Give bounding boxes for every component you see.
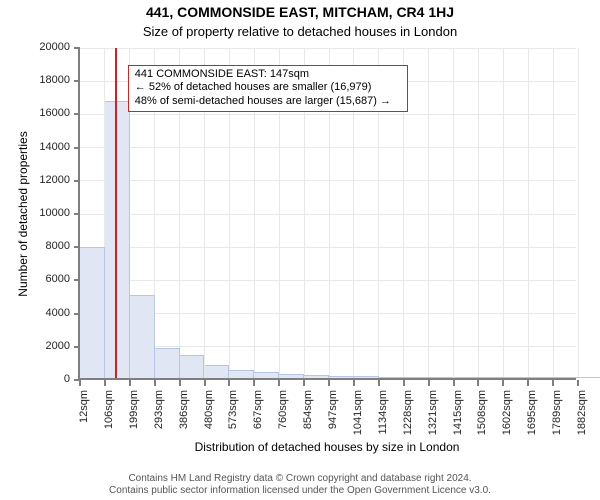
attribution-line: Contains public sector information licen… (0, 485, 600, 497)
x-tick-label: 947sqm (327, 390, 339, 440)
x-tick-label: 1415sqm (452, 390, 464, 440)
y-tick-label: 8000 (20, 240, 70, 252)
x-tick (154, 380, 156, 386)
histogram-bar (180, 355, 205, 378)
reference-line (115, 48, 117, 378)
x-tick-label: 386sqm (178, 390, 190, 440)
x-tick-label: 293sqm (153, 390, 165, 440)
x-tick-label: 480sqm (203, 390, 215, 440)
y-tick-label: 0 (20, 373, 70, 385)
y-tick-label: 16000 (20, 107, 70, 119)
chart-container: { "title": "441, COMMONSIDE EAST, MITCHA… (0, 0, 600, 500)
x-tick-label: 1602sqm (501, 390, 513, 440)
annotation-box: 441 COMMONSIDE EAST: 147sqm← 52% of deta… (128, 65, 408, 112)
y-tick (74, 213, 80, 215)
histogram-bar (528, 377, 553, 378)
histogram-bar (454, 377, 479, 378)
histogram-bar (404, 377, 429, 378)
y-tick (74, 180, 80, 182)
gridline-vertical (528, 48, 529, 378)
x-tick-label: 760sqm (277, 390, 289, 440)
x-tick (328, 380, 330, 386)
y-tick (74, 113, 80, 115)
x-tick (79, 380, 81, 386)
x-tick-label: 1321sqm (427, 390, 439, 440)
x-tick-label: 12sqm (78, 390, 90, 440)
y-tick-label: 14000 (20, 141, 70, 153)
histogram-bar (553, 377, 578, 378)
y-tick (74, 47, 80, 49)
gridline-vertical (478, 48, 479, 378)
annotation-line: 48% of semi-detached houses are larger (… (135, 95, 401, 109)
x-tick (527, 380, 529, 386)
x-tick (278, 380, 280, 386)
histogram-bar (80, 247, 105, 378)
histogram-bar (354, 376, 379, 378)
histogram-bar (254, 372, 279, 378)
x-tick-label: 199sqm (128, 390, 140, 440)
y-tick-label: 10000 (20, 207, 70, 219)
x-tick-label: 1228sqm (402, 390, 414, 440)
histogram-bar (578, 377, 600, 378)
x-tick (253, 380, 255, 386)
histogram-bar (329, 376, 354, 378)
histogram-bar (503, 377, 528, 378)
annotation-line: ← 52% of detached houses are smaller (16… (135, 81, 401, 95)
x-tick (129, 380, 131, 386)
x-tick-label: 1134sqm (377, 390, 389, 440)
x-tick-label: 1041sqm (352, 390, 364, 440)
chart-subtitle: Size of property relative to detached ho… (0, 24, 600, 39)
x-tick (104, 380, 106, 386)
y-tick-label: 18000 (20, 74, 70, 86)
x-tick-label: 1508sqm (476, 390, 488, 440)
x-tick (477, 380, 479, 386)
x-tick (228, 380, 230, 386)
gridline-vertical (553, 48, 554, 378)
x-tick-label: 573sqm (227, 390, 239, 440)
x-tick (428, 380, 430, 386)
y-tick (74, 147, 80, 149)
x-tick (552, 380, 554, 386)
y-tick-label: 2000 (20, 340, 70, 352)
gridline-vertical (578, 48, 579, 378)
histogram-bar (130, 295, 155, 378)
gridline-vertical (428, 48, 429, 378)
x-tick-label: 106sqm (103, 390, 115, 440)
histogram-bar (105, 101, 130, 378)
x-tick (577, 380, 579, 386)
y-tick (74, 80, 80, 82)
histogram-bar (429, 377, 454, 378)
y-tick-label: 4000 (20, 307, 70, 319)
histogram-bar (229, 370, 254, 378)
histogram-bar (205, 365, 230, 378)
attribution-text: Contains HM Land Registry data © Crown c… (0, 473, 600, 496)
y-tick-label: 20000 (20, 41, 70, 53)
x-tick-label: 1789sqm (551, 390, 563, 440)
x-tick-label: 1882sqm (576, 390, 588, 440)
x-tick (303, 380, 305, 386)
histogram-bar (304, 375, 329, 378)
x-tick (453, 380, 455, 386)
histogram-bar (478, 377, 503, 378)
x-tick-label: 854sqm (302, 390, 314, 440)
chart-title: 441, COMMONSIDE EAST, MITCHAM, CR4 1HJ (0, 4, 600, 20)
y-tick-label: 12000 (20, 174, 70, 186)
y-tick-label: 6000 (20, 273, 70, 285)
histogram-bar (279, 374, 304, 378)
histogram-bar (379, 377, 404, 378)
x-tick (179, 380, 181, 386)
x-tick-label: 1695sqm (526, 390, 538, 440)
x-tick (353, 380, 355, 386)
x-tick (378, 380, 380, 386)
histogram-bar (155, 348, 180, 378)
x-tick (403, 380, 405, 386)
attribution-line: Contains HM Land Registry data © Crown c… (0, 473, 600, 485)
annotation-line: 441 COMMONSIDE EAST: 147sqm (135, 68, 401, 82)
x-axis-title: Distribution of detached houses by size … (78, 440, 576, 454)
gridline-vertical (503, 48, 504, 378)
x-tick (204, 380, 206, 386)
x-tick (502, 380, 504, 386)
x-tick-label: 667sqm (252, 390, 264, 440)
gridline-vertical (453, 48, 454, 378)
